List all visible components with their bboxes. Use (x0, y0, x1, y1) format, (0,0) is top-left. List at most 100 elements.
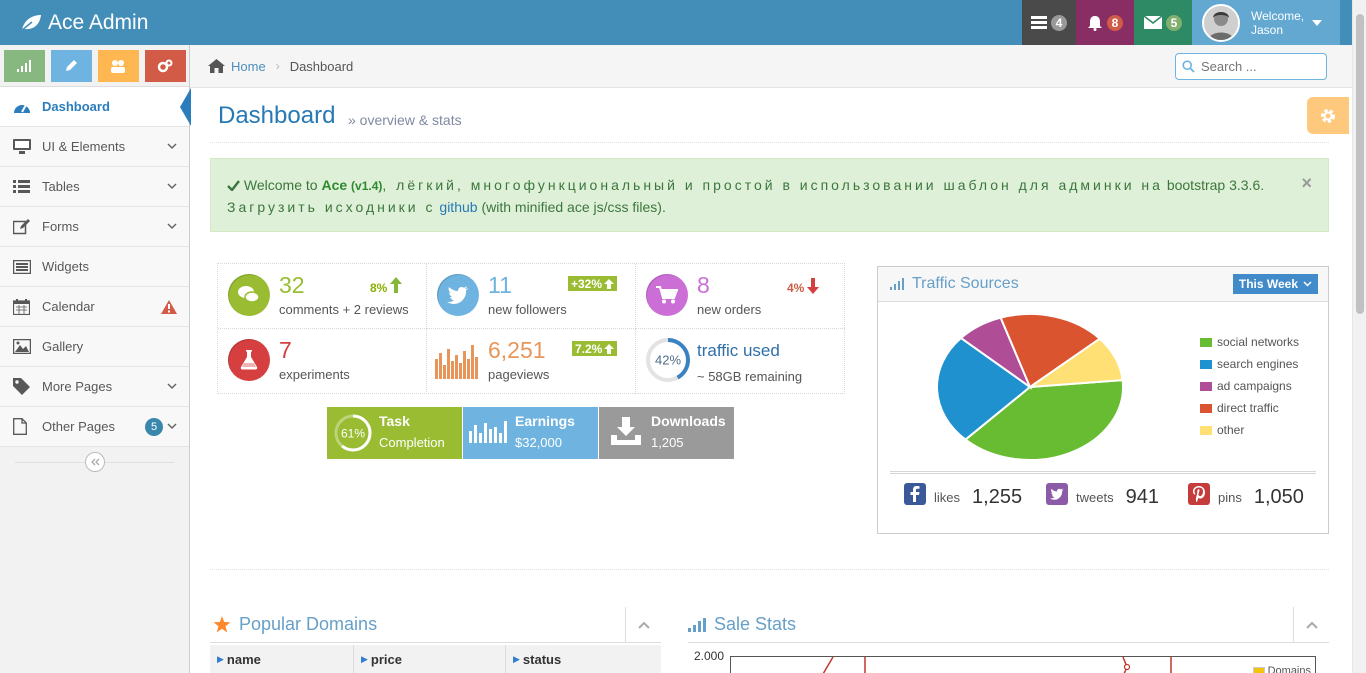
sidebar-item-forms[interactable]: Forms (0, 207, 189, 247)
tweets-value: 941 (1125, 486, 1159, 508)
infobox-traffic-used: 42% traffic used ~ 58GB remaining (636, 329, 845, 394)
pie-slice[interactable] (936, 336, 1032, 441)
widget-title: Popular Domains (239, 614, 378, 634)
notifications-button[interactable]: 8 (1076, 0, 1134, 45)
tasks-button[interactable]: 4 (1022, 0, 1076, 45)
legend-item: ad campaigns (1200, 375, 1299, 397)
caret-right-icon: ▶ (513, 653, 520, 664)
search-input[interactable] (1201, 59, 1316, 74)
star-icon (213, 616, 231, 633)
task-donut-chart: 61% (334, 414, 372, 452)
earnings-sparkline (469, 421, 507, 443)
stat-value: +32% (571, 276, 603, 291)
navbar: Ace Admin 4 8 5 Welcome, Jason (0, 0, 1352, 45)
dark-box-title: Downloads (651, 413, 726, 429)
sidebar-item-dashboard[interactable]: Dashboard (0, 87, 191, 127)
scrollbar-thumb[interactable] (1356, 14, 1364, 314)
legend-label: Domains (1267, 665, 1311, 673)
domains-table-header: ▶ name ▶ price ▶ status (210, 645, 661, 673)
chevron-up-icon (1305, 621, 1318, 629)
download-icon (611, 417, 641, 445)
column-header-status[interactable]: ▶ status (506, 645, 661, 673)
infobox-orders: 8 new orders 4% (636, 264, 845, 329)
shortcut-edit-button[interactable] (50, 49, 92, 82)
social-likes: likes 1,255 (904, 482, 1023, 509)
legend-item: search engines (1200, 353, 1299, 375)
breadcrumb-home-link[interactable]: Home (231, 58, 266, 74)
sidebar-item-calendar[interactable]: Calendar (0, 287, 189, 327)
pie-slice[interactable] (963, 379, 1124, 461)
collapse-widget-button[interactable] (1293, 607, 1329, 642)
stat-percent: 8% (370, 277, 403, 295)
sidebar-item-ui-elements[interactable]: UI & Elements (0, 127, 189, 167)
messages-button[interactable]: 5 (1134, 0, 1192, 45)
user-menu[interactable]: Welcome, Jason (1192, 0, 1340, 45)
infobox-pageviews: 6,251 pageviews 7.2% (427, 329, 636, 394)
arrow-down-icon (807, 277, 820, 294)
sidebar-item-tables[interactable]: Tables (0, 167, 189, 207)
pie-slice[interactable] (1026, 337, 1124, 389)
pageviews-sparkline (435, 345, 478, 379)
column-header-price[interactable]: ▶ price (354, 645, 506, 673)
sales-lines (822, 657, 1172, 673)
warning-icon (161, 299, 177, 314)
infobox-label: traffic used (697, 341, 780, 360)
avatar (1202, 3, 1240, 42)
sidebar-item-label: Tables (42, 179, 80, 194)
traffic-donut-chart: 42% (646, 338, 690, 382)
alert-bootstrap: bootstrap 3.3.6. (1166, 177, 1265, 193)
collapse-sidebar-button[interactable] (84, 452, 105, 472)
stat-value: 7.2% (575, 341, 603, 356)
column-header-name[interactable]: ▶ name (210, 645, 354, 673)
section-divider (210, 569, 1329, 570)
sidebar-item-label: Dashboard (42, 99, 110, 114)
widget-title: Sale Stats (714, 614, 797, 634)
infobox-label: new followers (488, 302, 567, 317)
page-title: Dashboard (218, 102, 336, 129)
user-name: Jason (1251, 22, 1284, 37)
sidebar-item-gallery[interactable]: Gallery (0, 327, 189, 367)
likes-value: 1,255 (972, 486, 1023, 508)
legend-label: ad campaigns (1217, 379, 1292, 393)
infobox-followers: 11 new followers +32% (427, 264, 636, 329)
pie-slice[interactable] (999, 313, 1102, 389)
cog-icon (1321, 108, 1335, 123)
pins-label: pins (1218, 490, 1242, 505)
widget-header: Traffic Sources This Week (878, 267, 1328, 302)
sidebar-item-more-pages[interactable]: More Pages (0, 367, 189, 407)
signal-icon (890, 278, 904, 290)
shortcut-stats-button[interactable] (3, 49, 45, 82)
sidebar-item-other-pages[interactable]: Other Pages 5 (0, 407, 189, 447)
collapse-widget-button[interactable] (625, 607, 661, 642)
alert-text-2: Загрузить исходники с (227, 199, 436, 215)
social-stats: likes 1,255 tweets 941 pins 1,050 (890, 471, 1316, 523)
nav-search (1175, 53, 1327, 80)
shortcut-users-button[interactable] (97, 49, 139, 82)
close-icon[interactable]: × (1301, 173, 1312, 193)
sidebar-item-label: More Pages (42, 379, 113, 394)
shortcut-settings-button[interactable] (144, 49, 186, 82)
stat-badge: +32% (568, 276, 618, 291)
page-scrollbar[interactable] (1352, 0, 1366, 673)
sidebar-shortcuts (0, 45, 189, 87)
github-link[interactable]: github (439, 199, 478, 215)
picture-icon (13, 339, 35, 354)
traffic-pie-chart (936, 313, 1124, 461)
arrow-up-icon (604, 278, 615, 289)
chevron-down-icon (167, 143, 177, 150)
legend-label: search engines (1217, 357, 1299, 371)
task-percent: 61% (341, 427, 365, 441)
brand[interactable]: Ace Admin (20, 0, 148, 45)
alert-version: (v1.4) (351, 179, 383, 193)
cogs-icon (157, 59, 173, 72)
legend-swatch (1200, 425, 1212, 435)
sidebar-item-widgets[interactable]: Widgets (0, 247, 189, 287)
ace-settings-button[interactable] (1307, 97, 1349, 134)
sidebar-item-label: Gallery (42, 339, 84, 354)
calendar-icon (13, 298, 35, 315)
range-dropdown-button[interactable]: This Week (1232, 274, 1318, 294)
infobox-label: comments + 2 reviews (279, 302, 409, 317)
stat-value: 4% (787, 281, 805, 295)
signal-icon (17, 59, 31, 72)
infobox-label: pageviews (488, 367, 550, 382)
